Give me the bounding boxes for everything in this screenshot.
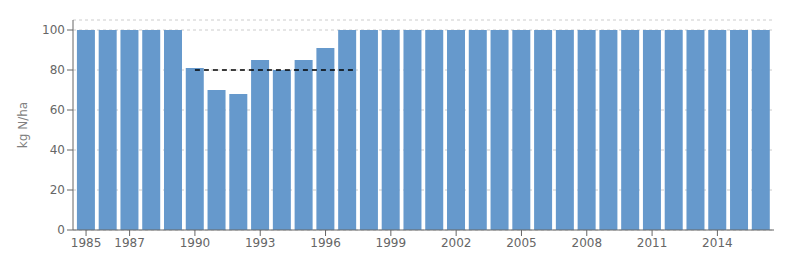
svg-text:100: 100 (42, 23, 65, 37)
svg-text:1990: 1990 (180, 236, 211, 250)
svg-text:2011: 2011 (637, 236, 668, 250)
svg-text:1996: 1996 (310, 236, 341, 250)
svg-text:1985: 1985 (71, 236, 102, 250)
svg-text:2002: 2002 (441, 236, 472, 250)
svg-text:40: 40 (50, 143, 65, 157)
svg-text:60: 60 (50, 103, 65, 117)
svg-text:1999: 1999 (376, 236, 407, 250)
svg-text:kg N/ha: kg N/ha (16, 102, 30, 148)
svg-text:1993: 1993 (245, 236, 276, 250)
svg-text:2014: 2014 (702, 236, 733, 250)
svg-text:1987: 1987 (114, 236, 145, 250)
svg-text:20: 20 (50, 183, 65, 197)
svg-text:0: 0 (57, 223, 65, 237)
svg-text:2005: 2005 (506, 236, 537, 250)
svg-text:80: 80 (50, 63, 65, 77)
svg-text:2008: 2008 (572, 236, 603, 250)
